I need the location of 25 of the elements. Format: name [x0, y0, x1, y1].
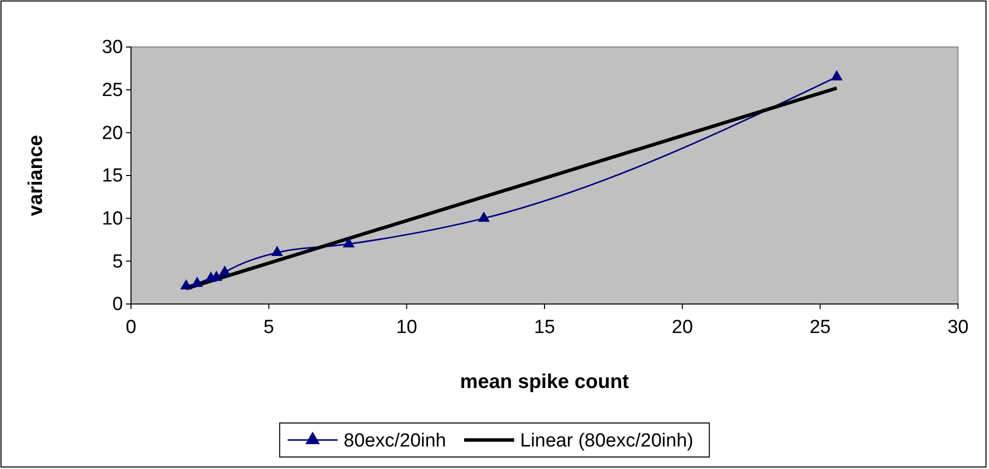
point	[478, 212, 490, 222]
y-tick-label: 25	[102, 80, 123, 101]
point	[342, 237, 355, 248]
point	[191, 276, 204, 287]
y-tick-label: 20	[102, 122, 123, 144]
x-tick-label: 30	[947, 316, 969, 338]
x-tick-label: 0	[126, 316, 136, 338]
y-tick-label: 5	[112, 251, 123, 272]
x-axis-title: mean spike count	[460, 371, 630, 393]
x-tick-label: 10	[396, 316, 418, 338]
y-tick-label: 10	[102, 208, 123, 230]
legend-label: 80exc/20inh	[344, 430, 446, 452]
point	[180, 279, 192, 290]
x-tick-label: 20	[672, 316, 693, 338]
y-tick-label: 30	[102, 37, 123, 58]
y-axis-title: variance	[25, 134, 47, 216]
legend-label: Linear (80exc/20inh)	[520, 430, 694, 452]
x-tick-label: 15	[534, 316, 556, 338]
x-tick-label: 5	[264, 316, 274, 338]
x-tick-label: 25	[810, 316, 831, 338]
y-tick-label: 0	[112, 294, 123, 316]
y-tick-label: 15	[102, 166, 123, 187]
point	[271, 246, 283, 256]
point	[218, 266, 231, 276]
point	[830, 70, 843, 80]
